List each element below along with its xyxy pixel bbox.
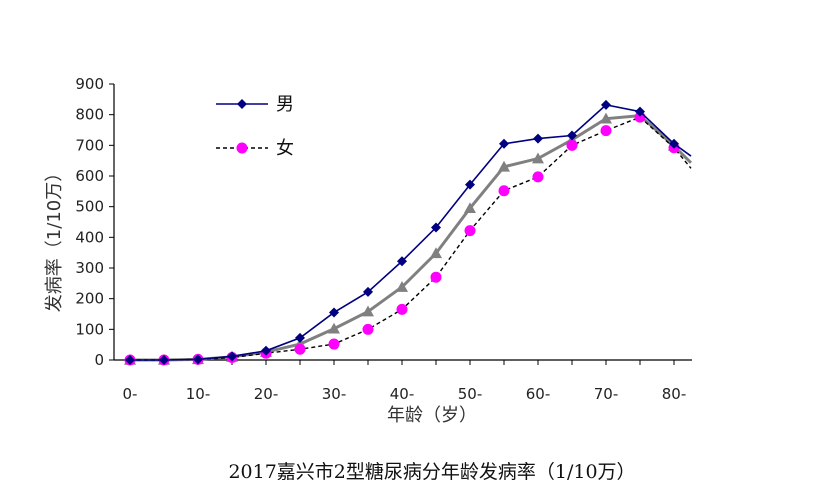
x-axis-title: 年龄（岁） xyxy=(387,405,477,426)
data-point xyxy=(600,112,612,124)
data-point xyxy=(396,303,408,315)
data-point xyxy=(669,138,679,149)
y-axis-title: 发病率（1/10万） xyxy=(44,164,65,312)
data-point xyxy=(532,171,544,183)
data-point xyxy=(363,286,373,297)
data-point xyxy=(635,106,645,117)
data-point xyxy=(362,323,374,335)
x-tick-label: 80- xyxy=(662,385,687,403)
series-line-male xyxy=(130,103,692,361)
data-point xyxy=(328,322,340,334)
data-point xyxy=(227,351,237,362)
data-point xyxy=(431,222,441,233)
series-line-total xyxy=(130,114,692,362)
data-point xyxy=(294,343,306,355)
data-point xyxy=(193,354,203,365)
series-total xyxy=(124,109,692,365)
data-point xyxy=(159,355,169,365)
data-point xyxy=(430,271,442,283)
chart-title: 2017嘉兴市2型糖尿病分年龄发病率（1/10万） xyxy=(228,461,635,483)
data-point xyxy=(261,345,271,356)
axes: 0 100 200 300 400 500 600 700 800 900 0- 10- 20- 30- 4… xyxy=(75,75,692,403)
data-point xyxy=(396,281,408,292)
y-tick-label: 600 xyxy=(75,167,104,185)
data-point xyxy=(295,332,305,343)
data-point xyxy=(498,160,510,172)
y-tick-label: 0 xyxy=(94,351,104,369)
legend-marker-male xyxy=(237,99,247,109)
y-tick-label: 800 xyxy=(75,106,104,124)
data-point xyxy=(430,247,442,259)
y-tick-label: 200 xyxy=(75,290,104,308)
x-tick-label: 20- xyxy=(254,385,279,403)
data-point xyxy=(464,202,476,213)
data-point xyxy=(498,185,510,197)
y-tick-label: 700 xyxy=(75,136,104,154)
series-layer xyxy=(124,99,692,366)
x-tick-label: 60- xyxy=(526,385,551,403)
y-tick-label: 300 xyxy=(75,259,104,277)
x-tick-label: 10- xyxy=(186,385,211,403)
y-tick-label: 500 xyxy=(75,198,104,216)
data-point xyxy=(362,305,374,317)
series-female xyxy=(124,111,692,366)
data-point xyxy=(329,307,339,318)
legend-marker-female xyxy=(236,142,248,154)
x-tick-label: 30- xyxy=(322,385,347,403)
series-line-female xyxy=(130,116,692,361)
x-tick-label: 70- xyxy=(594,385,619,403)
data-point xyxy=(601,99,611,110)
data-point xyxy=(397,256,407,267)
data-point xyxy=(464,225,476,237)
data-point xyxy=(532,152,544,164)
x-tick-label: 0- xyxy=(123,385,138,403)
data-point xyxy=(600,125,612,137)
data-point xyxy=(533,133,543,144)
y-tick-label: 100 xyxy=(75,320,104,338)
data-point xyxy=(566,139,578,151)
y-tick-label: 900 xyxy=(75,75,104,93)
y-tick-label: 400 xyxy=(75,228,104,246)
legend: 男女 xyxy=(216,94,294,159)
legend-label-male: 男 xyxy=(276,94,294,115)
data-point xyxy=(125,355,135,365)
data-point xyxy=(328,338,340,350)
data-point xyxy=(567,130,577,141)
x-tick-label: 50- xyxy=(458,385,483,403)
legend-label-female: 女 xyxy=(276,138,294,159)
x-tick-label: 40- xyxy=(390,385,415,403)
data-point xyxy=(465,179,475,190)
series-male xyxy=(125,99,692,365)
data-point xyxy=(499,138,509,149)
